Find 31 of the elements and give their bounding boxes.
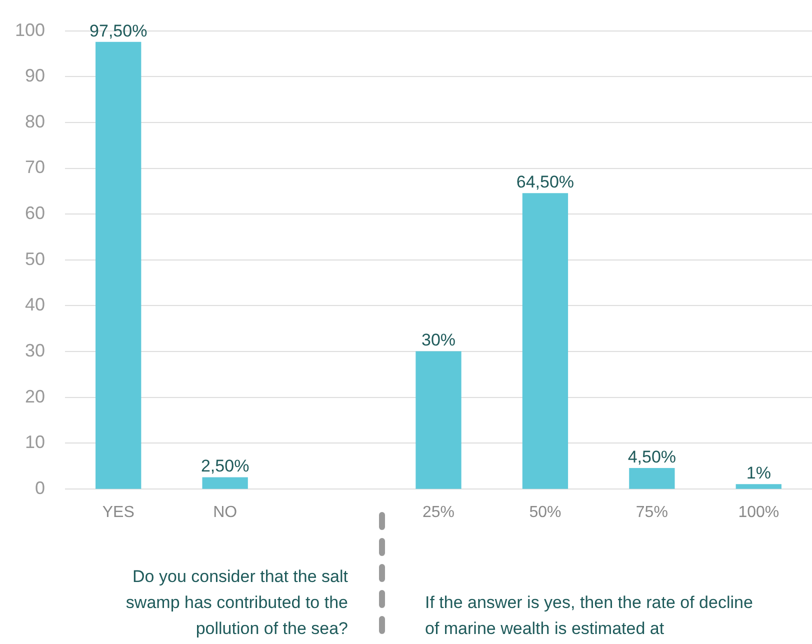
y-tick-label: 30 <box>24 340 45 361</box>
x-tick-label: 50% <box>529 504 562 522</box>
y-tick-label: 0 <box>34 478 45 498</box>
y-tick-label: 100 <box>14 20 45 40</box>
y-tick-label: 80 <box>24 111 45 132</box>
bar <box>416 351 462 489</box>
x-tick-label: 25% <box>422 504 455 522</box>
y-tick-label: 70 <box>24 157 45 178</box>
data-label: 1% <box>746 464 771 483</box>
x-tick-label: YES <box>102 504 134 522</box>
y-tick-label: 60 <box>24 203 45 224</box>
data-label: 4,50% <box>628 448 676 467</box>
y-tick-label: 40 <box>24 294 45 315</box>
text: If the answer is yes, then the rate of decline of marine wealth is estimated at <box>425 592 754 640</box>
bar <box>202 477 248 489</box>
bar <box>522 193 568 489</box>
y-tick-label: 10 <box>24 432 45 452</box>
data-label: 97,50% <box>90 21 148 40</box>
y-tick-label: 50 <box>24 248 45 269</box>
data-label: 64,50% <box>516 172 574 192</box>
bar <box>629 468 675 489</box>
data-label: 30% <box>421 330 456 350</box>
y-tick-label: 90 <box>24 66 45 86</box>
data-label: 2,50% <box>200 456 250 476</box>
y-tick-label: 20 <box>24 386 45 406</box>
x-tick-label: 75% <box>636 504 668 522</box>
text: Do you consider that the salt swamp has contributed to the pollution of the sea? <box>124 566 348 640</box>
x-tick-label: 100% <box>738 504 780 522</box>
bar <box>736 484 782 489</box>
bar <box>96 42 142 489</box>
x-tick-label: NO <box>213 504 238 522</box>
